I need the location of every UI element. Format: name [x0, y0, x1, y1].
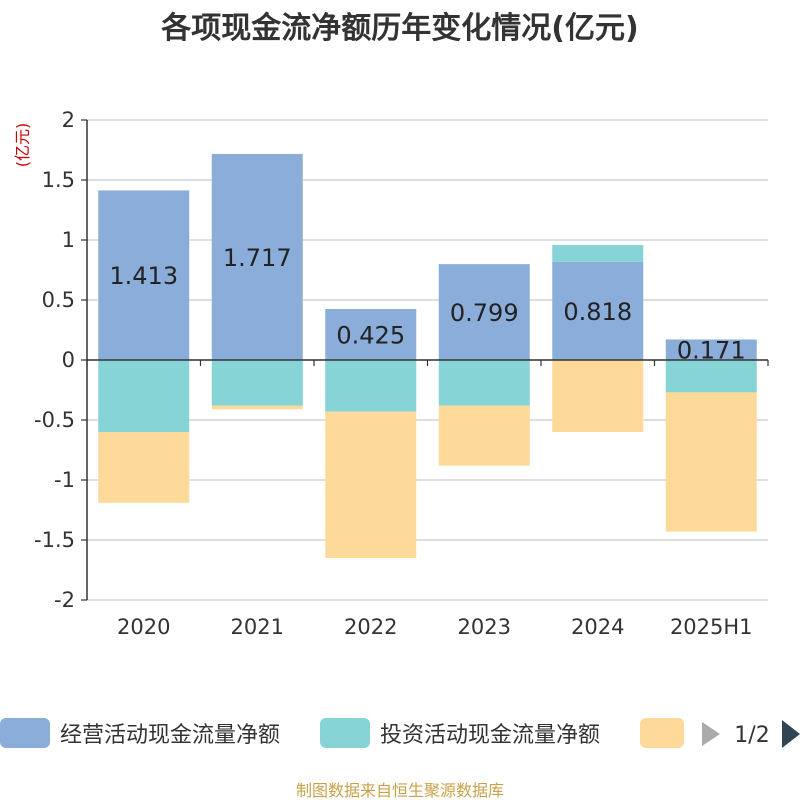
x-tick-label-2023: 2023	[458, 615, 511, 639]
y-tick-labels: 2 1.5 1 0.5 0 -0.5 -1 -1.5 -2	[34, 108, 75, 612]
y-tick-label: 1	[62, 228, 75, 252]
y-tick-label: 0.5	[42, 288, 75, 312]
legend-pager: 1/2	[734, 723, 769, 748]
source-note: 制图数据来自恒生聚源数据库	[296, 781, 504, 800]
data-label-2022: 0.425	[336, 322, 405, 350]
x-tick-labels: 2020 2021 2022 2023 2024 2025H1	[117, 615, 753, 639]
y-tick-label: -1.5	[34, 528, 75, 552]
legend-swatch-investing[interactable]	[320, 718, 370, 748]
bar-financing-2024[interactable]	[552, 360, 644, 432]
data-label-2021: 1.717	[223, 244, 292, 272]
axes	[86, 120, 769, 600]
chart-title: 各项现金流净额历年变化情况(亿元)	[160, 11, 638, 46]
y-axis-unit: (亿元)	[13, 123, 32, 168]
bar-operating-2025H1[interactable]	[665, 339, 757, 360]
y-tick-label: 1.5	[42, 168, 75, 192]
data-labels: 1.413 1.717 0.425 0.799 0.818 0.171	[109, 244, 745, 365]
y-tick-label: -0.5	[34, 408, 75, 432]
data-label-2023: 0.799	[450, 299, 519, 327]
bars	[98, 153, 757, 558]
data-label-2024: 0.818	[563, 298, 632, 326]
triangle-left-icon[interactable]	[702, 722, 720, 746]
bar-investing-2021[interactable]	[211, 360, 303, 406]
bar-financing-2022[interactable]	[325, 411, 417, 558]
legend-label-investing[interactable]: 投资活动现金流量净额	[380, 723, 600, 748]
bar-operating-2022[interactable]	[325, 309, 417, 360]
x-tick-label-2021: 2021	[231, 615, 284, 639]
bar-financing-2020[interactable]	[98, 432, 190, 503]
data-label-2025H1: 0.171	[677, 337, 746, 365]
bar-financing-2025H1[interactable]	[665, 392, 757, 532]
triangle-right-icon[interactable]	[782, 720, 800, 748]
bar-investing-2023[interactable]	[438, 360, 530, 406]
bar-investing-2024[interactable]	[552, 245, 644, 262]
y-tick-label: -2	[54, 588, 75, 612]
legend-label-operating[interactable]: 经营活动现金流量净额	[60, 723, 280, 748]
bar-financing-2021[interactable]	[211, 405, 303, 410]
x-tick-label-2024: 2024	[571, 615, 624, 639]
legend-swatch-financing[interactable]	[640, 718, 684, 748]
bar-operating-2023[interactable]	[438, 264, 530, 360]
bar-investing-2025H1[interactable]	[665, 360, 757, 393]
y-tick-label: -1	[54, 468, 75, 492]
x-tick-label-2020: 2020	[117, 615, 170, 639]
bar-operating-2024[interactable]	[552, 261, 644, 360]
bar-operating-2021[interactable]	[211, 153, 303, 360]
y-tick-label: 0	[62, 348, 75, 372]
data-label-2020: 1.413	[109, 262, 178, 290]
bar-investing-2020[interactable]	[98, 360, 190, 432]
bar-investing-2022[interactable]	[325, 360, 417, 412]
x-tick-label-2022: 2022	[344, 615, 397, 639]
legend-swatch-operating[interactable]	[0, 718, 50, 748]
bar-operating-2020[interactable]	[98, 190, 190, 360]
legend: 经营活动现金流量净额 投资活动现金流量净额 1/2	[0, 718, 800, 748]
y-tick-label: 2	[62, 108, 75, 132]
bar-financing-2023[interactable]	[438, 405, 530, 466]
x-tick-label-2025H1: 2025H1	[670, 615, 753, 639]
